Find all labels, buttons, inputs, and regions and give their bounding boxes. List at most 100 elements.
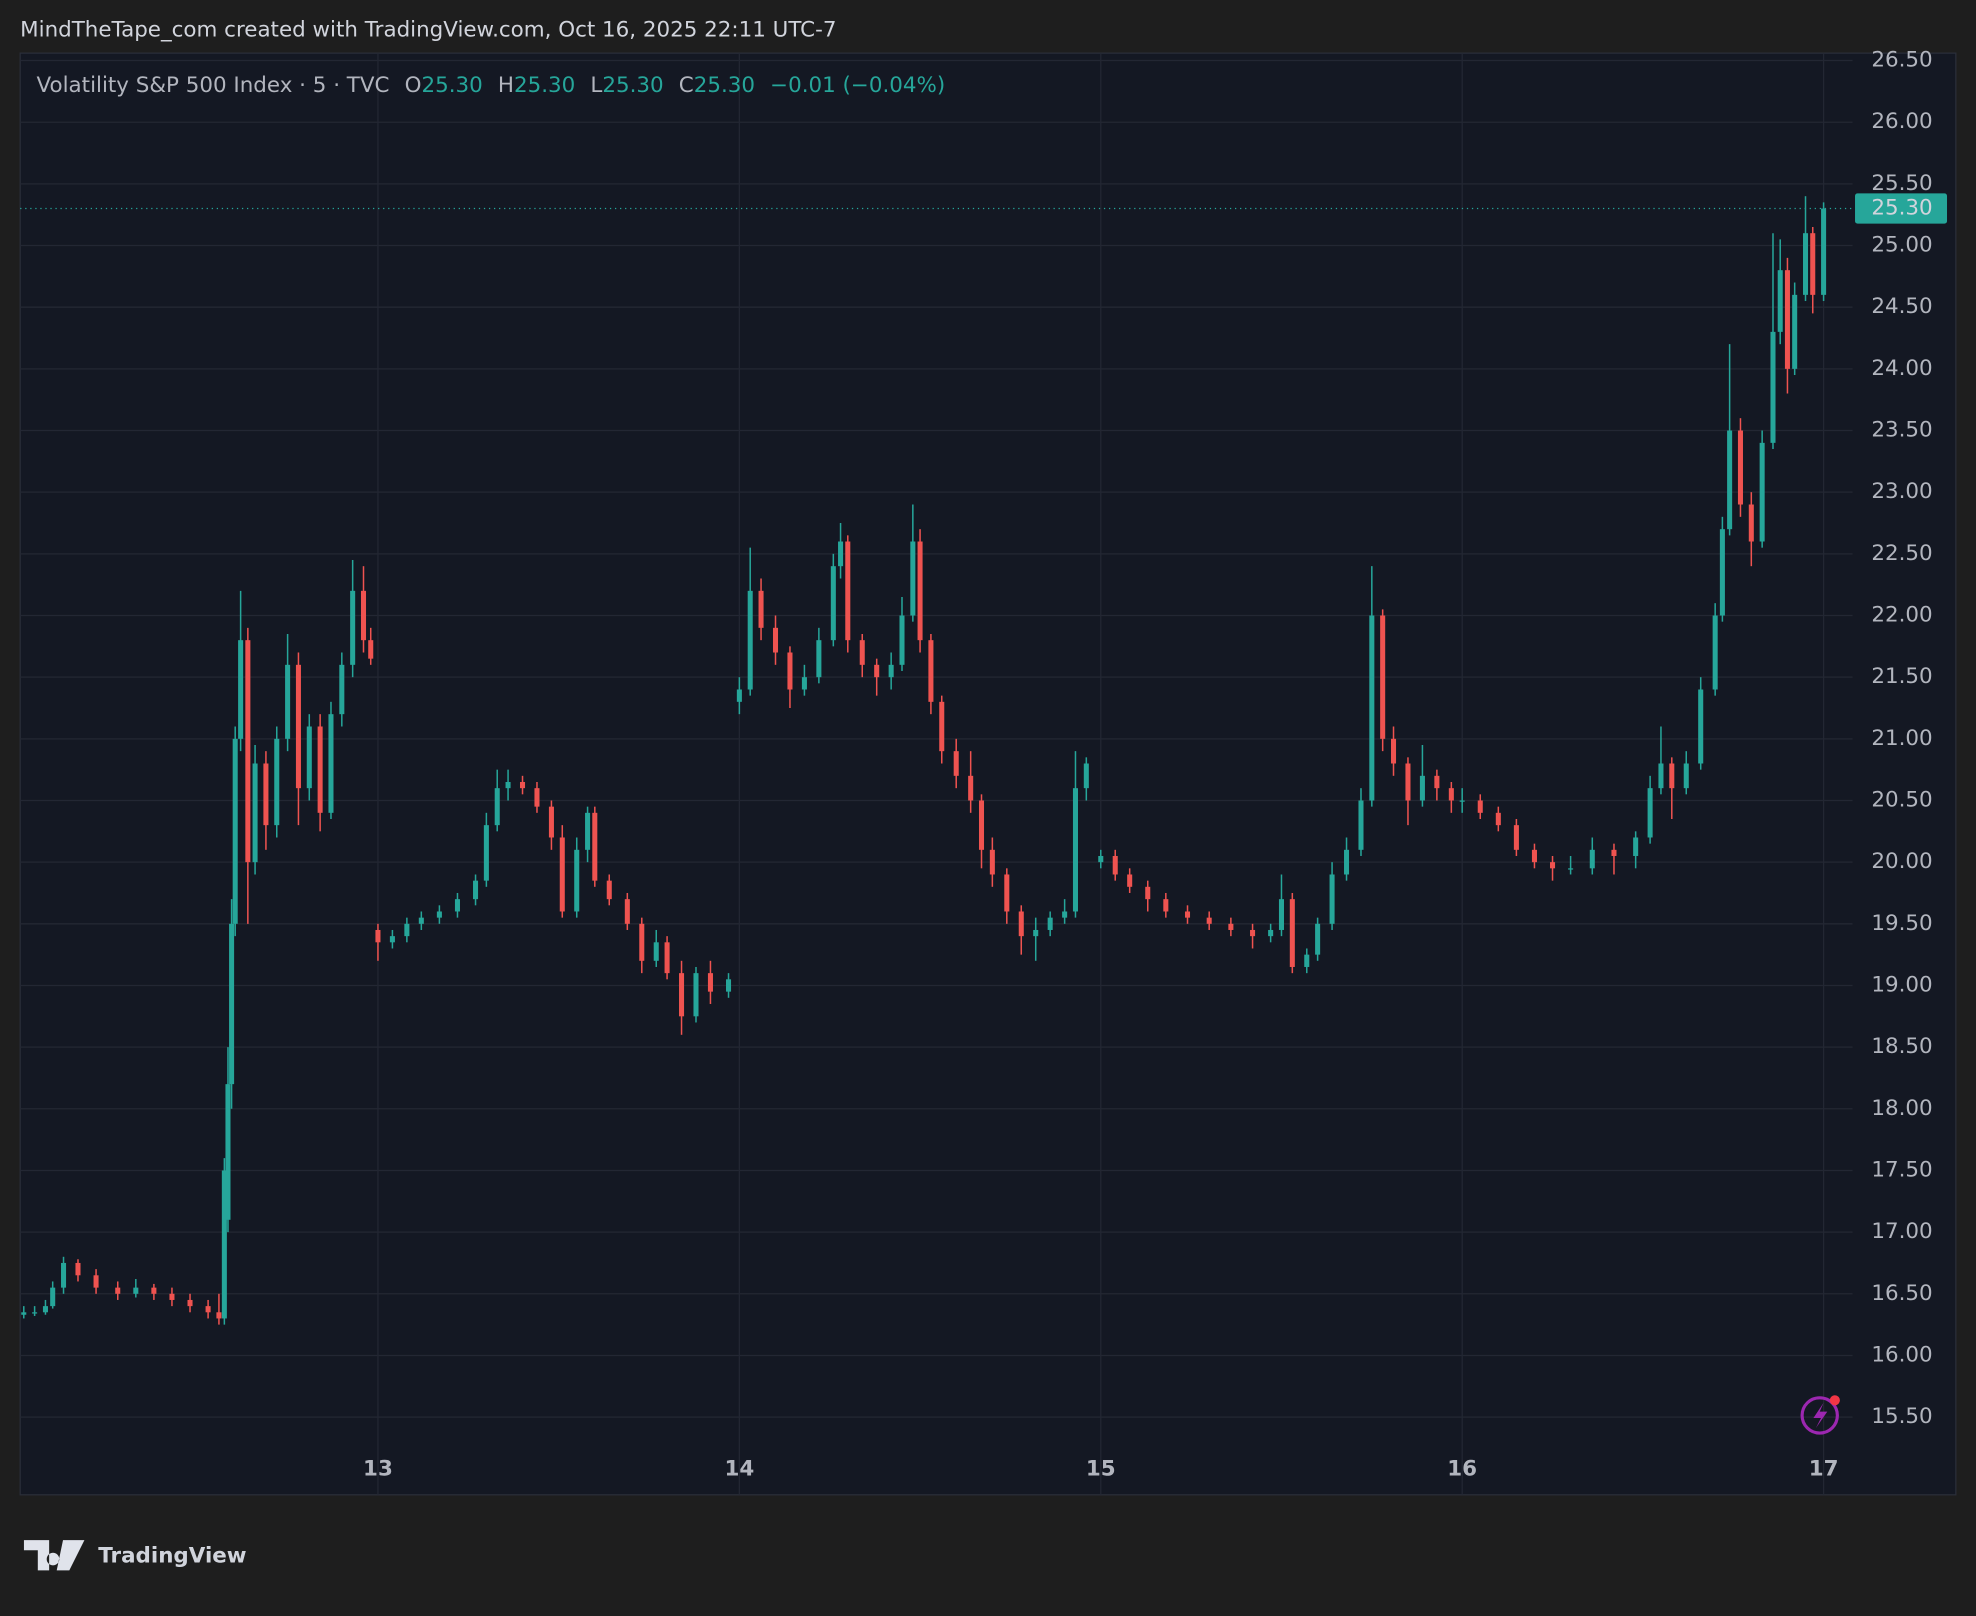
candle-body xyxy=(1358,800,1364,850)
candle-body xyxy=(1683,763,1689,789)
logo-mark xyxy=(23,1540,85,1571)
candle-body xyxy=(360,590,367,641)
y-tick-label: 21.50 xyxy=(1871,664,1932,689)
tradingview-logo: TradingView xyxy=(23,1540,247,1571)
candle-body xyxy=(1748,504,1754,542)
candle-body xyxy=(859,640,865,665)
candle-body xyxy=(1206,917,1212,924)
y-tick-label: 22.00 xyxy=(1871,603,1932,628)
candle-body xyxy=(418,917,424,924)
candle-body xyxy=(1289,899,1295,967)
candle-body xyxy=(1459,800,1465,802)
candle-body xyxy=(1072,788,1078,912)
candle-body xyxy=(606,880,612,900)
x-tick-label: 14 xyxy=(724,1457,754,1482)
candle-body xyxy=(306,726,312,789)
y-tick-label: 19.00 xyxy=(1871,972,1932,997)
legend-symbol: Volatility S&P 500 Index · 5 · TVC xyxy=(37,73,390,98)
candle-body xyxy=(1228,923,1234,930)
candle-body xyxy=(624,899,630,924)
legend-high: 25.30 xyxy=(514,73,575,98)
grid xyxy=(20,53,1853,1495)
candle-body xyxy=(1550,862,1556,869)
candle-body xyxy=(21,1312,27,1315)
y-tick-label: 15.50 xyxy=(1871,1404,1932,1429)
candle-body xyxy=(274,738,280,826)
candle-body xyxy=(1145,886,1151,900)
candle-body xyxy=(1669,763,1675,789)
candle-body xyxy=(187,1299,193,1307)
candle-body xyxy=(772,627,779,653)
legend-open: 25.30 xyxy=(421,73,482,98)
candle-body xyxy=(1018,911,1024,937)
candle-body xyxy=(1611,849,1617,856)
y-tick-label: 24.50 xyxy=(1871,294,1932,319)
x-tick-label: 15 xyxy=(1086,1457,1116,1482)
candle-body xyxy=(1184,911,1191,918)
candle-body xyxy=(1098,855,1104,863)
candle-body xyxy=(295,664,301,789)
alert-bolt xyxy=(1813,1402,1828,1429)
candle-body xyxy=(726,979,732,992)
y-tick-label: 23.50 xyxy=(1871,418,1932,443)
candle-body xyxy=(1737,430,1743,505)
x-tick-label: 17 xyxy=(1809,1457,1839,1482)
x-tick-label: 13 xyxy=(363,1457,393,1482)
alert-icon[interactable] xyxy=(1800,1395,1840,1435)
candle-body xyxy=(1390,738,1397,764)
candle-body xyxy=(910,541,916,616)
candle-body xyxy=(61,1262,67,1288)
candle-body xyxy=(1380,615,1386,739)
candle-body xyxy=(1589,849,1595,869)
candle-body xyxy=(32,1312,38,1314)
legend: Volatility S&P 500 Index · 5 · TVC O25.30… xyxy=(37,73,946,98)
candle-body xyxy=(115,1287,121,1294)
plot-frame xyxy=(19,52,1957,1496)
y-tick-label: 25.00 xyxy=(1871,233,1932,258)
candle-body xyxy=(151,1287,157,1294)
candle-body xyxy=(1531,849,1537,863)
candle-body xyxy=(1698,689,1704,764)
y-tick-label: 16.50 xyxy=(1871,1281,1932,1306)
candle-body xyxy=(238,640,244,739)
y-tick-label: 17.00 xyxy=(1871,1219,1932,1244)
candle-body xyxy=(389,936,395,943)
candle-body xyxy=(1004,874,1010,912)
legend-close-label: C xyxy=(679,73,694,98)
legend-low-label: L xyxy=(590,73,602,98)
candle-body xyxy=(1419,775,1425,801)
candle-body xyxy=(1033,929,1039,937)
candle-body xyxy=(917,541,923,641)
y-tick-label: 18.00 xyxy=(1871,1096,1932,1121)
candle-body xyxy=(693,973,699,1017)
candle-body xyxy=(225,1084,231,1220)
candle-body xyxy=(50,1287,56,1307)
candle-body xyxy=(1369,615,1375,801)
candle-body xyxy=(1163,899,1169,912)
candle-body xyxy=(816,640,822,678)
candle-body xyxy=(838,541,844,567)
y-tick-label: 18.50 xyxy=(1871,1034,1932,1059)
candle-body xyxy=(899,615,905,665)
y-tick-label: 22.50 xyxy=(1871,541,1932,566)
candle-body xyxy=(229,923,235,1085)
alert-circle xyxy=(1800,1396,1839,1435)
candle-body xyxy=(216,1312,222,1319)
x-tick-label: 16 xyxy=(1447,1457,1477,1482)
candle-body xyxy=(874,664,880,678)
candle-body xyxy=(1810,233,1816,295)
candle-body xyxy=(404,923,410,937)
candle-body xyxy=(232,738,238,924)
candle-body xyxy=(1278,899,1284,930)
candle-body xyxy=(1062,911,1068,918)
candle-body xyxy=(1759,442,1765,542)
candle-body xyxy=(519,781,526,789)
y-tick-label: 24.00 xyxy=(1871,356,1932,381)
candle-body xyxy=(1719,529,1725,616)
candle-body xyxy=(1821,208,1827,295)
candle-body xyxy=(1513,825,1519,850)
candle-body xyxy=(1112,855,1118,875)
y-tick-label: 19.50 xyxy=(1871,911,1932,936)
